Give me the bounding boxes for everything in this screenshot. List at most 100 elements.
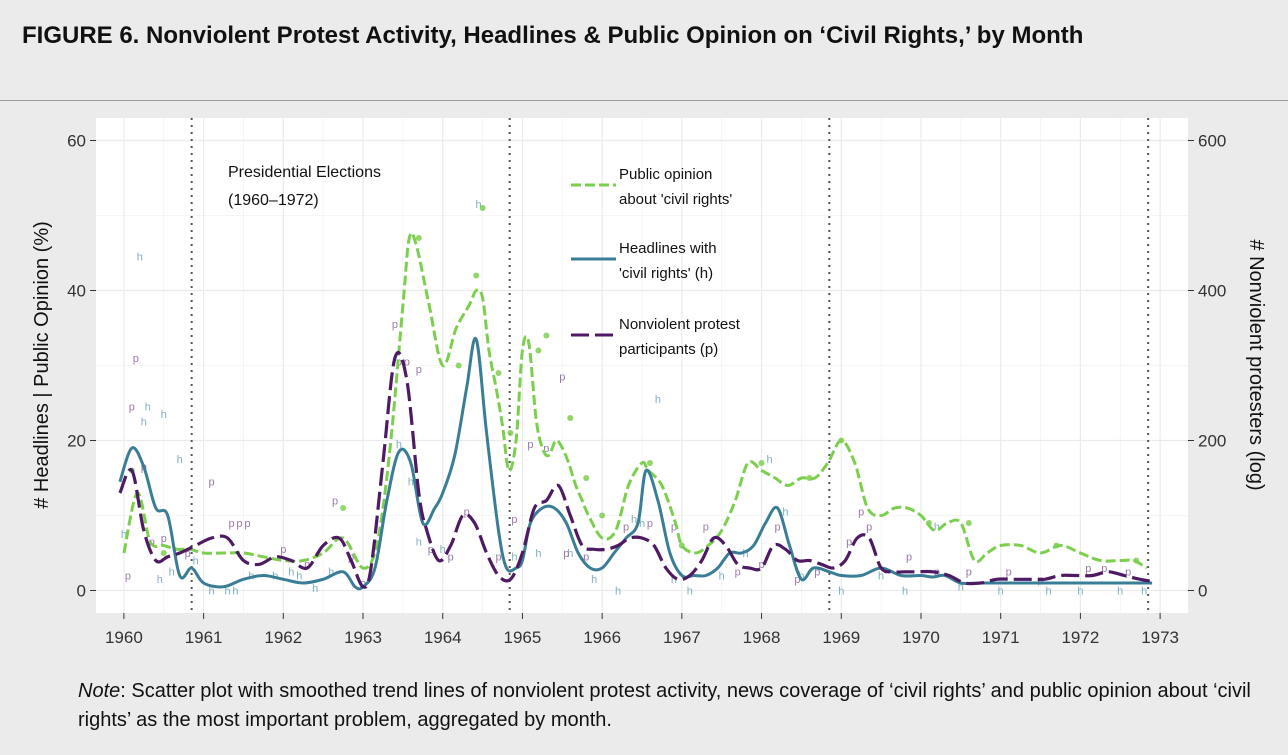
y-tick-label: 0 — [77, 582, 86, 601]
x-tick-label: 1960 — [105, 628, 143, 647]
x-tick-label: 1964 — [424, 628, 462, 647]
protest-point: p — [332, 495, 338, 507]
protest-point: p — [1101, 563, 1107, 575]
legend-label-opinion: Public opinion — [619, 166, 712, 183]
protest-point: p — [304, 559, 310, 571]
legend-sub-protest: participants (p) — [619, 341, 718, 358]
protest-point: p — [583, 552, 589, 564]
protest-point: p — [906, 552, 912, 564]
headlines-point: h — [416, 537, 422, 549]
election-annotation-years: (1960–1972) — [228, 192, 319, 209]
headlines-point: h — [440, 544, 446, 556]
y2-tick-label: 200 — [1198, 432, 1226, 451]
note-label: Note — [78, 680, 121, 702]
opinion-point — [415, 235, 422, 241]
protest-point: p — [416, 364, 422, 376]
protest-point: p — [428, 544, 434, 556]
opinion-point — [479, 205, 486, 211]
series-line-headlines — [118, 336, 1153, 591]
protest-point: p — [1006, 567, 1012, 579]
headlines-point: h — [232, 585, 238, 597]
headlines-point: h — [766, 454, 772, 466]
opinion-point — [599, 512, 606, 519]
protest-point: p — [966, 567, 972, 579]
headlines-point: h — [296, 570, 302, 582]
y-tick-label: 20 — [67, 432, 86, 451]
headlines-point: h — [998, 585, 1004, 597]
protest-point: p — [866, 522, 872, 534]
y2-tick-label: 400 — [1198, 282, 1226, 301]
protest-point: p — [125, 570, 131, 582]
opinion-point — [965, 520, 972, 526]
headlines-point: h — [615, 585, 621, 597]
note-text: : Scatter plot with smoothed trend lines… — [78, 680, 1251, 731]
headlines-point: h — [687, 585, 693, 597]
headlines-point: h — [396, 439, 402, 451]
headlines-point: h — [209, 585, 215, 597]
protest-point: p — [129, 402, 135, 414]
headlines-point: h — [567, 548, 573, 560]
protest-point: p — [858, 507, 864, 519]
protest-point: p — [559, 372, 565, 384]
protest-point: p — [846, 537, 852, 549]
x-tick-label: 1963 — [344, 628, 382, 647]
y-tick-label: 40 — [67, 282, 86, 301]
headlines-point: h — [121, 529, 127, 541]
protest-point: p — [543, 443, 549, 455]
protest-point: p — [161, 533, 167, 545]
protest-point: p — [1125, 567, 1131, 579]
headlines-point: h — [1045, 585, 1051, 597]
protest-point: p — [133, 353, 139, 365]
figure-title: FIGURE 6. Nonviolent Protest Activity, H… — [22, 22, 1084, 49]
opinion-point — [507, 430, 514, 436]
opinion-point — [543, 332, 550, 339]
headlines-point: h — [782, 507, 788, 519]
protest-point: p — [527, 439, 533, 451]
protest-point: p — [774, 522, 780, 534]
protest-point: p — [758, 559, 764, 571]
trend-lines — [118, 231, 1153, 591]
x-tick-label: 1970 — [902, 628, 940, 647]
headlines-point: h — [193, 555, 199, 567]
x-tick-label: 1968 — [743, 628, 781, 647]
headlines-point: h — [476, 199, 482, 211]
protest-point: p — [209, 477, 215, 489]
opinion-point — [567, 415, 574, 421]
protest-point: p — [703, 522, 709, 534]
y2-tick-label: 0 — [1198, 582, 1207, 601]
headlines-point: h — [145, 402, 151, 414]
headlines-point: h — [591, 574, 597, 586]
opinion-point — [583, 475, 590, 481]
protest-point: p — [794, 574, 800, 586]
headlines-point: h — [535, 548, 541, 560]
protest-point: p — [228, 518, 234, 530]
protest-point: p — [511, 514, 517, 526]
x-tick-label: 1973 — [1141, 628, 1179, 647]
protest-point: p — [495, 552, 501, 564]
title-divider — [0, 100, 1288, 101]
protest-point: p — [1085, 563, 1091, 575]
headlines-point: h — [902, 585, 908, 597]
headlines-point: h — [177, 454, 183, 466]
series-line-opinion — [122, 231, 1148, 570]
protest-point: p — [814, 567, 820, 579]
headlines-point: h — [798, 570, 804, 582]
protest-point: p — [623, 522, 629, 534]
figure-note: Note: Scatter plot with smoothed trend l… — [78, 677, 1268, 735]
protest-point: p — [563, 548, 569, 560]
headlines-point: h — [288, 567, 294, 579]
x-tick-label: 1967 — [663, 628, 701, 647]
protest-point: p — [647, 518, 653, 530]
protest-point: p — [280, 544, 286, 556]
opinion-point — [455, 362, 462, 369]
headlines-point: h — [312, 583, 318, 595]
opinion-point — [806, 475, 813, 481]
headlines-point: h — [1077, 585, 1083, 597]
protest-point: p — [404, 357, 410, 369]
opinion-point — [646, 460, 653, 466]
series-line-protest — [118, 350, 1153, 589]
headlines-point: h — [169, 567, 175, 579]
y2-tick-label: 600 — [1198, 132, 1226, 151]
